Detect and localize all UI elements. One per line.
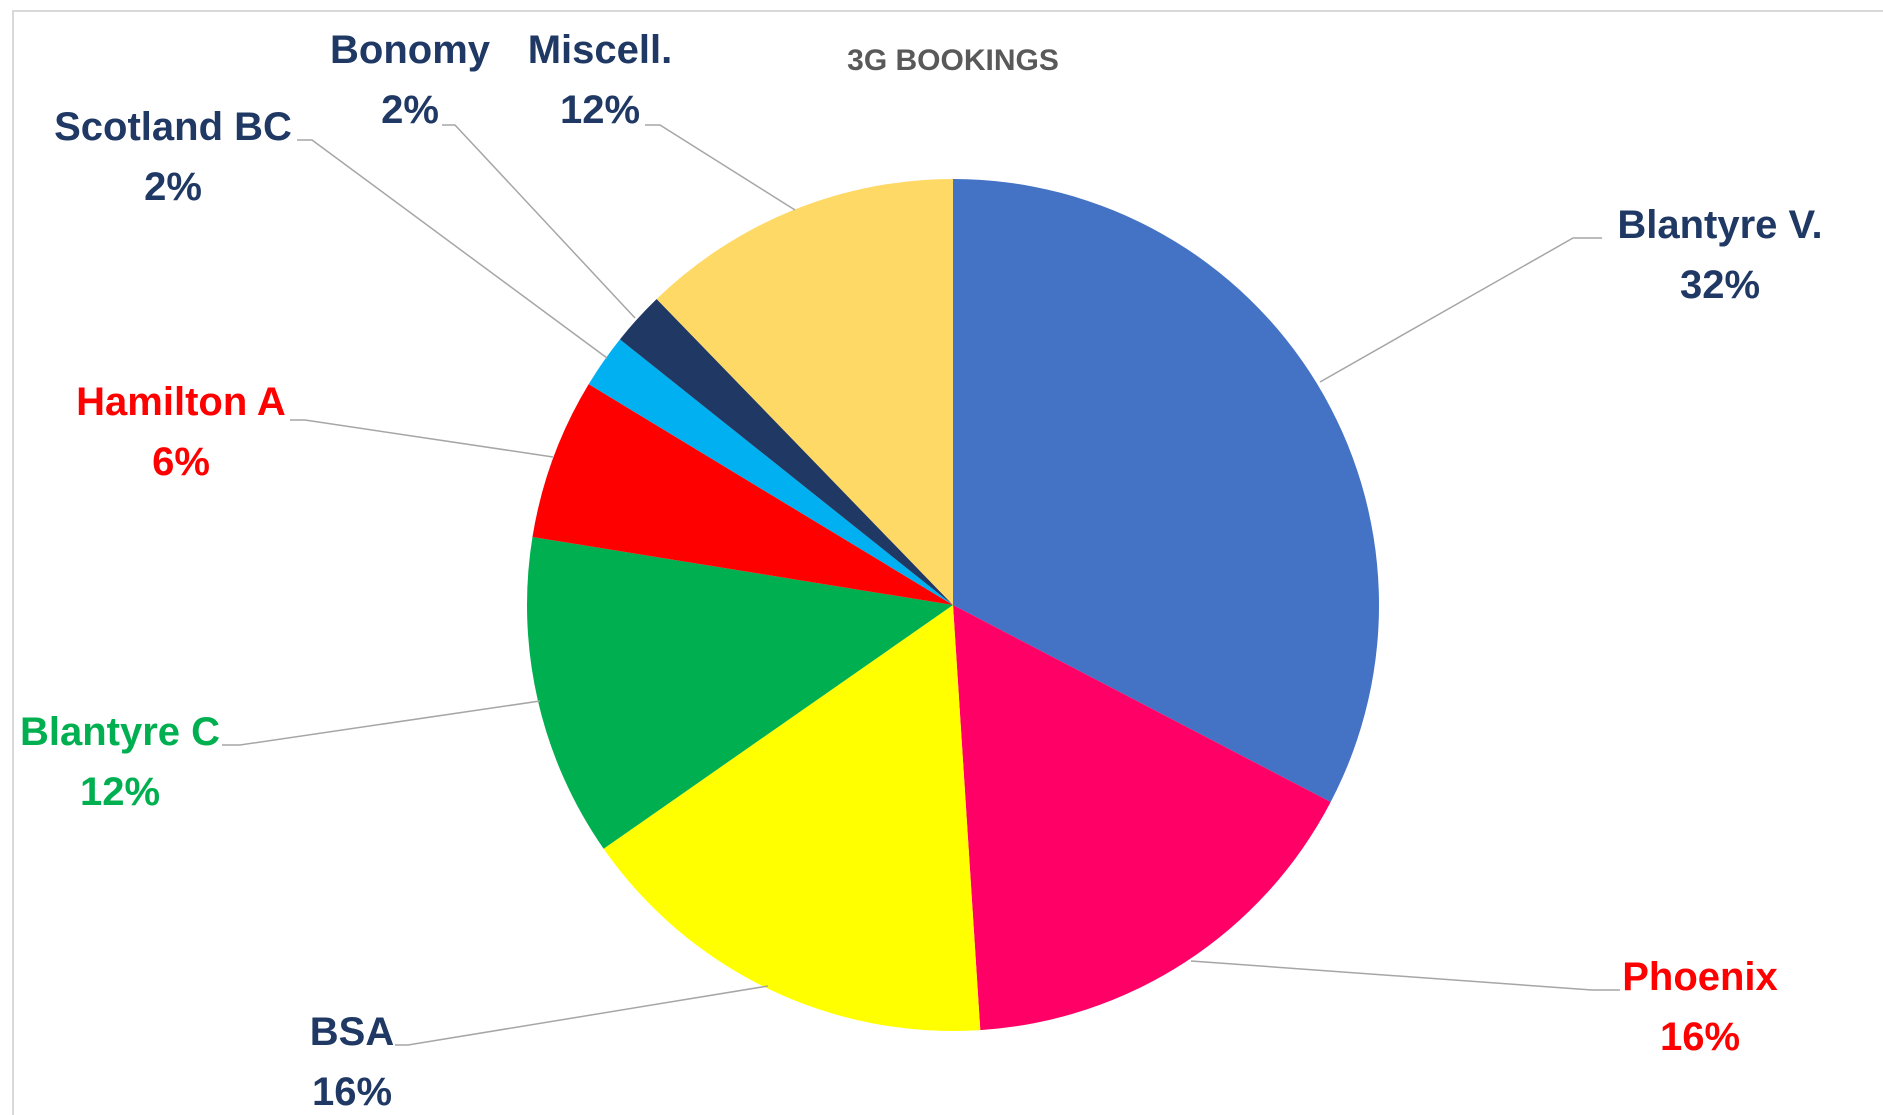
leader-line bbox=[395, 986, 768, 1045]
data-label-percent: 12% bbox=[560, 88, 640, 132]
data-label-category: Blantyre C bbox=[20, 710, 220, 754]
data-label: Blantyre V. 32% bbox=[1617, 203, 1822, 307]
data-label-category: Hamilton A bbox=[76, 380, 286, 424]
leader-line bbox=[1320, 238, 1602, 382]
data-label-percent: 12% bbox=[80, 770, 160, 814]
leader-line bbox=[442, 125, 635, 318]
data-label-percent: 16% bbox=[312, 1070, 392, 1114]
data-label: BSA 16% bbox=[310, 1010, 394, 1114]
data-label: Bonomy 2% bbox=[330, 28, 491, 132]
leader-line bbox=[1191, 961, 1620, 990]
data-label-percent: 6% bbox=[152, 440, 210, 484]
data-label-category: Blantyre V. bbox=[1617, 203, 1822, 247]
chart-title: 3G BOOKINGS bbox=[847, 44, 1059, 77]
data-label: Scotland BC 2% bbox=[54, 105, 292, 209]
data-label: Miscell. 12% bbox=[528, 28, 673, 132]
data-label: Blantyre C 12% bbox=[20, 710, 220, 814]
data-label-percent: 2% bbox=[381, 88, 439, 132]
data-label-percent: 16% bbox=[1660, 1015, 1740, 1059]
leader-line bbox=[290, 420, 553, 457]
data-label-category: BSA bbox=[310, 1010, 394, 1054]
data-label-category: Miscell. bbox=[528, 28, 673, 72]
data-label-percent: 32% bbox=[1680, 263, 1760, 307]
data-label-category: Phoenix bbox=[1622, 955, 1778, 999]
data-label-category: Bonomy bbox=[330, 28, 491, 72]
data-label-percent: 2% bbox=[144, 165, 202, 209]
data-label: Hamilton A 6% bbox=[76, 380, 286, 484]
leader-line bbox=[297, 140, 607, 358]
data-label: Phoenix 16% bbox=[1622, 955, 1778, 1059]
pie-slices bbox=[527, 179, 1379, 1031]
leader-line bbox=[222, 701, 540, 745]
data-label-category: Scotland BC bbox=[54, 105, 292, 149]
leader-line bbox=[645, 125, 795, 210]
